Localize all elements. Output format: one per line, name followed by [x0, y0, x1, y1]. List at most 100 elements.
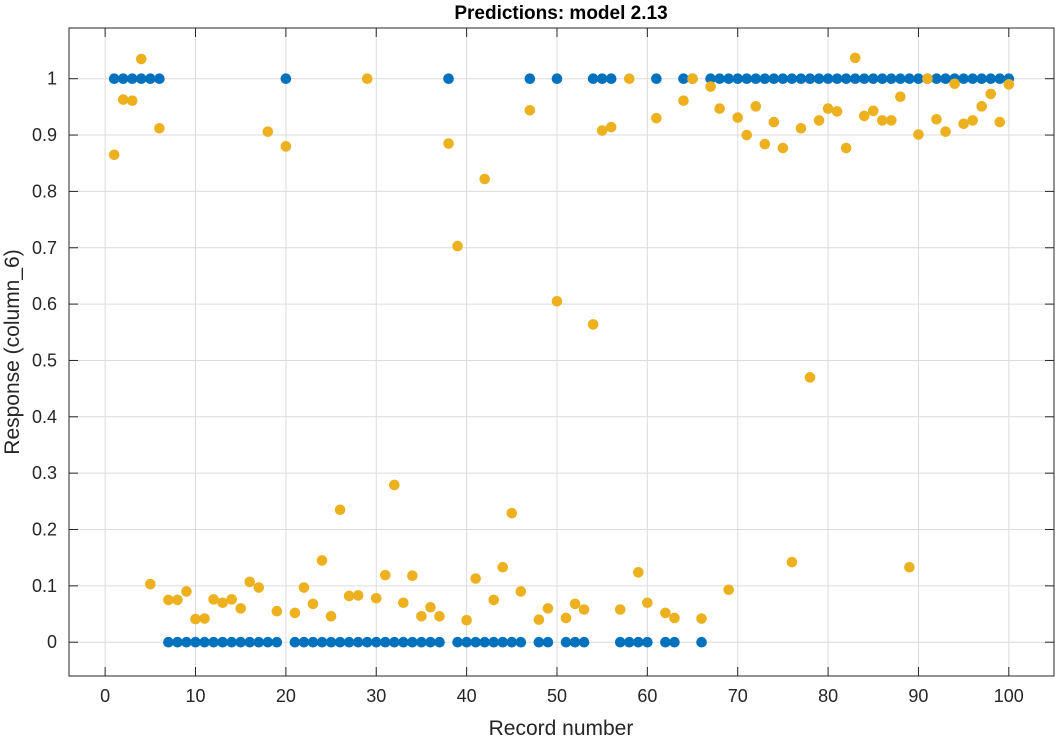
- data-point: [578, 604, 590, 615]
- data-point: [235, 636, 246, 648]
- data-point: [786, 73, 798, 85]
- data-point: [343, 636, 355, 648]
- data-point: [389, 636, 400, 648]
- data-point: [723, 73, 734, 85]
- data-point: [217, 636, 228, 648]
- x-tick-label: 50: [547, 686, 567, 706]
- data-point: [714, 103, 725, 114]
- data-point: [316, 636, 328, 648]
- y-axis-label: Response (column_6): [1, 249, 24, 454]
- data-point: [497, 561, 509, 573]
- data-point: [714, 73, 725, 85]
- data-point: [777, 73, 789, 85]
- data-point: [705, 73, 716, 85]
- data-point: [452, 636, 463, 648]
- data-point: [596, 73, 608, 85]
- data-point: [280, 141, 292, 152]
- plot-area-border: [68, 27, 1055, 677]
- data-point: [479, 636, 490, 648]
- data-point: [867, 73, 879, 85]
- x-tick-label: 0: [100, 686, 110, 706]
- data-point: [958, 73, 969, 85]
- data-point: [126, 95, 138, 106]
- data-point: [416, 636, 427, 648]
- data-point: [768, 73, 780, 85]
- data-point: [145, 73, 156, 85]
- data-point: [226, 594, 237, 605]
- data-point: [226, 636, 237, 648]
- data-point: [217, 597, 228, 609]
- data-point: [407, 636, 418, 648]
- data-point: [633, 567, 644, 578]
- data-point: [623, 73, 635, 85]
- y-tick-label: 0.3: [32, 463, 57, 483]
- y-tick-label: 0.8: [32, 181, 57, 201]
- data-point: [895, 91, 906, 103]
- y-tick-label: 0: [47, 632, 57, 652]
- data-point: [750, 73, 762, 85]
- data-point: [596, 125, 608, 136]
- data-point: [614, 604, 626, 615]
- data-points: [108, 52, 1015, 648]
- data-point: [542, 603, 554, 614]
- data-point: [515, 586, 527, 597]
- data-point: [379, 636, 391, 648]
- data-point: [425, 601, 436, 613]
- series-1: [108, 73, 1015, 648]
- data-point: [181, 636, 192, 648]
- data-point: [678, 95, 689, 106]
- data-point: [949, 78, 960, 90]
- data-point: [976, 101, 988, 112]
- data-point: [967, 115, 978, 126]
- data-point: [443, 73, 454, 85]
- plot-area-background: [69, 28, 1054, 676]
- data-point: [822, 73, 834, 85]
- x-tick-label: 60: [637, 686, 657, 706]
- x-axis-label: Record number: [489, 717, 634, 740]
- data-point: [307, 598, 319, 610]
- data-point: [461, 614, 472, 626]
- data-point: [434, 636, 445, 648]
- data-point: [524, 73, 536, 85]
- data-point: [108, 149, 120, 161]
- data-point: [922, 73, 933, 85]
- data-point: [967, 73, 978, 85]
- data-point: [723, 584, 734, 596]
- data-point: [551, 73, 563, 85]
- data-point: [316, 555, 328, 566]
- data-point: [506, 636, 518, 648]
- data-point: [605, 121, 617, 133]
- data-point: [633, 636, 644, 648]
- data-point: [705, 81, 716, 92]
- data-point: [434, 610, 445, 622]
- data-point: [858, 110, 870, 122]
- x-tick-label: 10: [185, 686, 205, 706]
- data-point: [786, 556, 798, 568]
- data-point: [651, 73, 662, 85]
- data-point: [931, 73, 942, 85]
- data-point: [605, 73, 617, 85]
- data-point: [804, 73, 816, 85]
- data-point: [985, 88, 997, 100]
- data-point: [533, 636, 545, 648]
- data-point: [578, 636, 590, 648]
- data-point: [560, 636, 572, 648]
- data-point: [904, 561, 915, 573]
- data-point: [443, 138, 454, 149]
- data-point: [334, 504, 346, 516]
- data-point: [895, 73, 906, 85]
- data-point: [976, 73, 988, 85]
- data-point: [642, 636, 653, 648]
- data-point: [551, 295, 563, 307]
- data-point: [271, 605, 283, 617]
- data-point: [858, 73, 870, 85]
- data-point: [614, 636, 626, 648]
- data-point: [940, 126, 951, 137]
- data-point: [108, 73, 120, 85]
- data-point: [199, 613, 210, 624]
- data-point: [569, 636, 581, 648]
- x-tick-label: 100: [994, 686, 1024, 706]
- data-point: [904, 73, 915, 85]
- data-point: [687, 73, 698, 85]
